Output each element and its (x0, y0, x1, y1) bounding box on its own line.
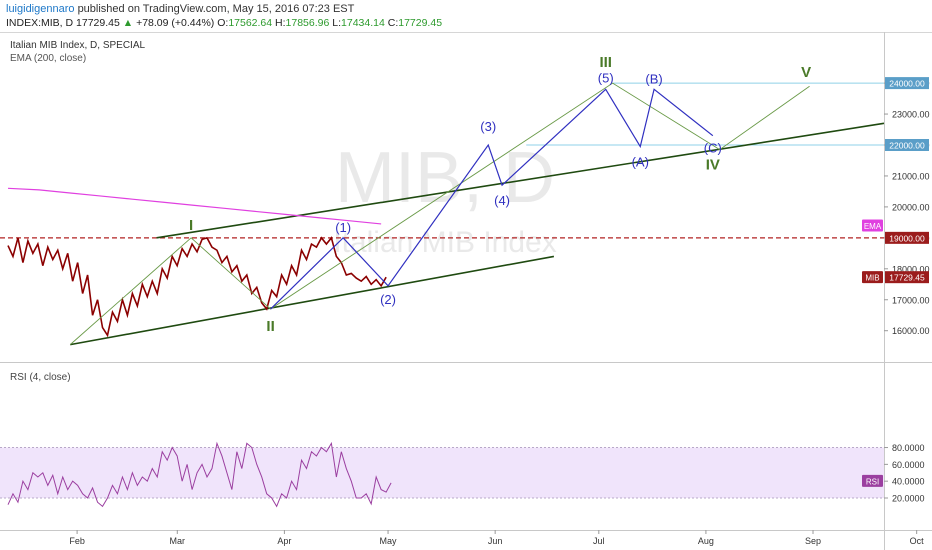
minor-wave-label: (5) (598, 70, 614, 85)
lower-trendline (70, 255, 555, 346)
author-link[interactable]: luigidigennaro (6, 3, 75, 15)
minor-wave-path (270, 88, 714, 310)
rsi-badge-label: RSI (866, 477, 879, 486)
high-label: H: (275, 17, 286, 29)
minor-wave-label: (4) (494, 193, 510, 208)
primary-wave-label: II (266, 318, 274, 335)
price-badge-label: 22000.00 (889, 141, 925, 151)
axes: 16000.00 17000.00 18000.00 19000.00 20000.00… (69, 77, 930, 546)
rsi-axis-label: 20.0000 (892, 494, 925, 504)
minor-wave-label: (B) (645, 71, 662, 86)
up-arrow-icon: ▲ (122, 17, 134, 29)
rsi-axis-label: 80.0000 (892, 443, 925, 453)
time-axis-label: Feb (69, 536, 85, 546)
price-badge-label: 24000.00 (889, 79, 925, 89)
price-axis-label: 23000.00 (892, 110, 930, 120)
minor-wave-label: (C) (704, 141, 722, 156)
main-pane-title: Italian MIB Index, D, SPECIAL (10, 40, 145, 51)
publish-info: luigidigennaro published on TradingView.… (6, 3, 354, 15)
high-value: 17856.96 (285, 17, 330, 29)
price-axis-label: 20000.00 (892, 202, 930, 212)
open-value: 17562.64 (228, 17, 273, 29)
rsi-axis-label: 60.0000 (892, 460, 925, 470)
price-change: +78.09 (+0.44%) (136, 17, 215, 29)
price-line (7, 236, 387, 338)
publish-text: published on TradingView.com, May 15, 20… (77, 3, 355, 15)
price-series (7, 236, 387, 338)
rsi-pane-title: RSI (4, close) (10, 372, 71, 383)
ema-series (7, 187, 382, 225)
price-badge (885, 77, 929, 90)
price-axis-label: 21000.00 (892, 171, 930, 181)
mib-name-badge-label: MIB (865, 274, 879, 283)
last-price: 17729.45 (76, 17, 120, 29)
rsi-line (7, 441, 392, 508)
price-axis-label: 16000.00 (892, 326, 930, 336)
primary-wave-label: IV (706, 157, 720, 174)
watermark: MIB, D Italian MIB Index (333, 138, 556, 259)
price-badge-label: 19000.00 (889, 233, 925, 243)
rsi-series (7, 441, 392, 508)
upper-trendline (156, 122, 885, 239)
price-badge (885, 139, 929, 151)
mib-name-badge (862, 271, 883, 284)
time-axis-label: Sep (805, 536, 821, 546)
price-badge-label: 17729.45 (889, 273, 925, 283)
minor-wave-label: (1) (335, 220, 351, 235)
price-badge (885, 231, 929, 244)
ema-line (7, 187, 382, 225)
time-axis-label: Oct (910, 536, 925, 546)
low-label: L: (332, 17, 342, 29)
symbol-label: INDEX:MIB, D (6, 17, 74, 29)
reference-lines (0, 82, 885, 499)
minor-wave-label: (3) (480, 119, 496, 134)
open-label: O: (217, 17, 229, 29)
time-axis-label: Jun (488, 536, 503, 546)
rsi-badge (862, 474, 883, 487)
ema-badge (862, 219, 883, 232)
minor-wave-label: (2) (380, 292, 396, 307)
time-axis-label: Mar (170, 536, 186, 546)
chart-header: luigidigennaro published on TradingView.… (0, 0, 932, 32)
rsi-axis-label: 40.0000 (892, 477, 925, 487)
chart-canvas[interactable]: MIB, D Italian MIB Index IIIIIIIVV(1)(2)… (0, 32, 932, 550)
primary-wave-path (69, 82, 810, 345)
price-badge (885, 271, 929, 284)
time-axis-label: Aug (698, 536, 714, 546)
close-label: C: (387, 17, 399, 29)
price-axis-label: 18000.00 (892, 264, 930, 274)
rsi-overbought-oversold-band (0, 447, 884, 498)
primary-wave-label: III (599, 54, 612, 71)
watermark-name: Italian MIB Index (333, 226, 556, 259)
minor-wave-label: (A) (632, 155, 649, 170)
close-value: 17729.45 (398, 17, 443, 29)
primary-wave-label: V (801, 64, 811, 81)
time-axis-label: Apr (277, 536, 291, 546)
ema-badge-label: EMA (864, 222, 882, 231)
time-axis-label: Jul (593, 536, 605, 546)
primary-wave-label: I (189, 217, 193, 234)
low-value: 17434.14 (341, 17, 385, 29)
price-axis-label: 17000.00 (892, 295, 930, 305)
time-axis-label: May (380, 536, 398, 546)
ohlc-info: INDEX:MIB, D 17729.45 ▲ +78.09 (+0.44%) … (6, 17, 442, 29)
ema-indicator-title: EMA (200, close) (10, 53, 86, 64)
